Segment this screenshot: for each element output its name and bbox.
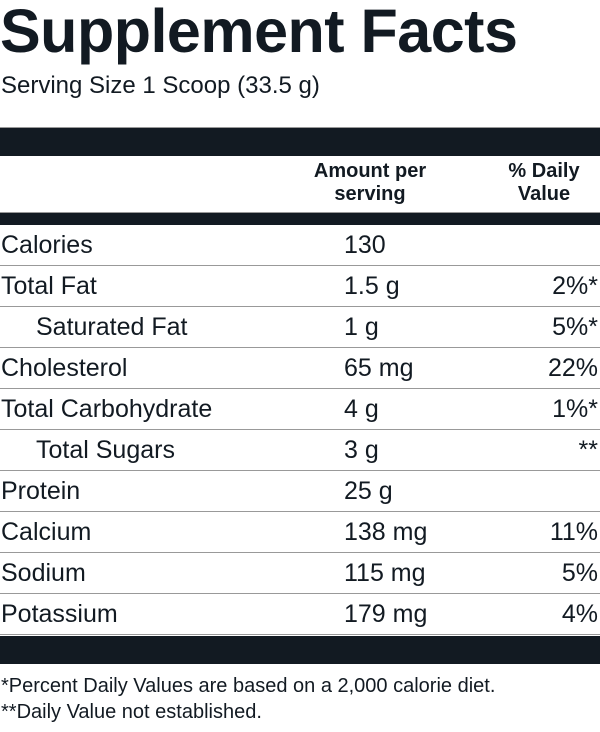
nutrient-name: Total Carbohydrate — [1, 395, 213, 423]
nutrient-name: Saturated Fat — [36, 313, 188, 341]
table-row: Saturated Fat 1 g 5%* — [0, 307, 600, 348]
nutrient-amount: 1.5 g — [344, 272, 400, 300]
nutrient-daily-value: ** — [578, 436, 598, 464]
amount-header-line2: serving — [334, 183, 406, 205]
nutrient-daily-value: 22% — [547, 354, 598, 382]
serving-size: Serving Size 1 Scoop (33.5 g) — [1, 72, 320, 99]
table-row: Calcium 138 mg 11% — [0, 512, 600, 553]
nutrient-daily-value: 5% — [561, 559, 598, 587]
nutrient-amount: 138 mg — [344, 518, 428, 546]
table-row: Calories 130 — [0, 225, 600, 266]
nutrient-amount: 25 g — [344, 477, 393, 505]
table-row: Total Sugars 3 g ** — [0, 430, 600, 471]
nutrient-name: Total Fat — [1, 272, 97, 300]
footnotes: *Percent Daily Values are based on a 2,0… — [1, 673, 495, 725]
dv-header-line2: Value — [517, 183, 571, 205]
nutrient-table: Calories 130 Total Fat 1.5 g 2%* Saturated Fa… — [0, 225, 600, 635]
table-row: Sodium 115 mg 5% — [0, 553, 600, 594]
nutrient-amount: 179 mg — [344, 600, 428, 628]
table-row: Protein 25 g — [0, 471, 600, 512]
footnote-percent-dv: *Percent Daily Values are based on a 2,0… — [1, 675, 496, 697]
thick-bar-top — [0, 128, 600, 156]
table-row: Potassium 179 mg 4% — [0, 594, 600, 635]
nutrient-daily-value: 5%* — [552, 313, 598, 341]
nutrient-amount: 115 mg — [344, 559, 426, 587]
footnote-dv-not-established: **Daily Value not established. — [1, 701, 262, 723]
nutrient-amount: 65 mg — [344, 354, 414, 382]
thick-bar-header — [0, 213, 600, 225]
label-title: Supplement Facts — [0, 0, 518, 65]
table-row: Cholesterol 65 mg 22% — [0, 348, 600, 389]
nutrient-name: Potassium — [1, 600, 118, 628]
nutrient-daily-value: 2%* — [552, 272, 598, 300]
nutrient-name: Protein — [1, 477, 81, 505]
thick-bar-bottom — [0, 636, 600, 664]
nutrient-amount: 130 — [344, 231, 386, 259]
nutrient-daily-value: 4% — [561, 600, 598, 628]
nutrient-daily-value: 1%* — [552, 395, 598, 423]
nutrient-name: Total Sugars — [36, 436, 175, 464]
nutrient-name: Cholesterol — [1, 354, 128, 382]
daily-value-header: % Daily Value — [494, 160, 594, 206]
divider — [0, 127, 600, 128]
nutrient-name: Calcium — [1, 518, 92, 546]
divider — [0, 212, 600, 213]
nutrient-amount: 4 g — [344, 395, 379, 423]
nutrient-name: Calories — [1, 231, 93, 259]
nutrient-name: Sodium — [1, 559, 86, 587]
nutrient-amount: 1 g — [344, 313, 379, 341]
nutrient-daily-value: 11% — [549, 518, 598, 546]
amount-header: Amount per serving — [300, 160, 440, 206]
table-row: Total Carbohydrate 4 g 1%* — [0, 389, 600, 430]
amount-header-line1: Amount per — [313, 160, 427, 182]
nutrient-amount: 3 g — [344, 436, 379, 464]
table-row: Total Fat 1.5 g 2%* — [0, 266, 600, 307]
dv-header-line1: % Daily — [508, 160, 580, 182]
